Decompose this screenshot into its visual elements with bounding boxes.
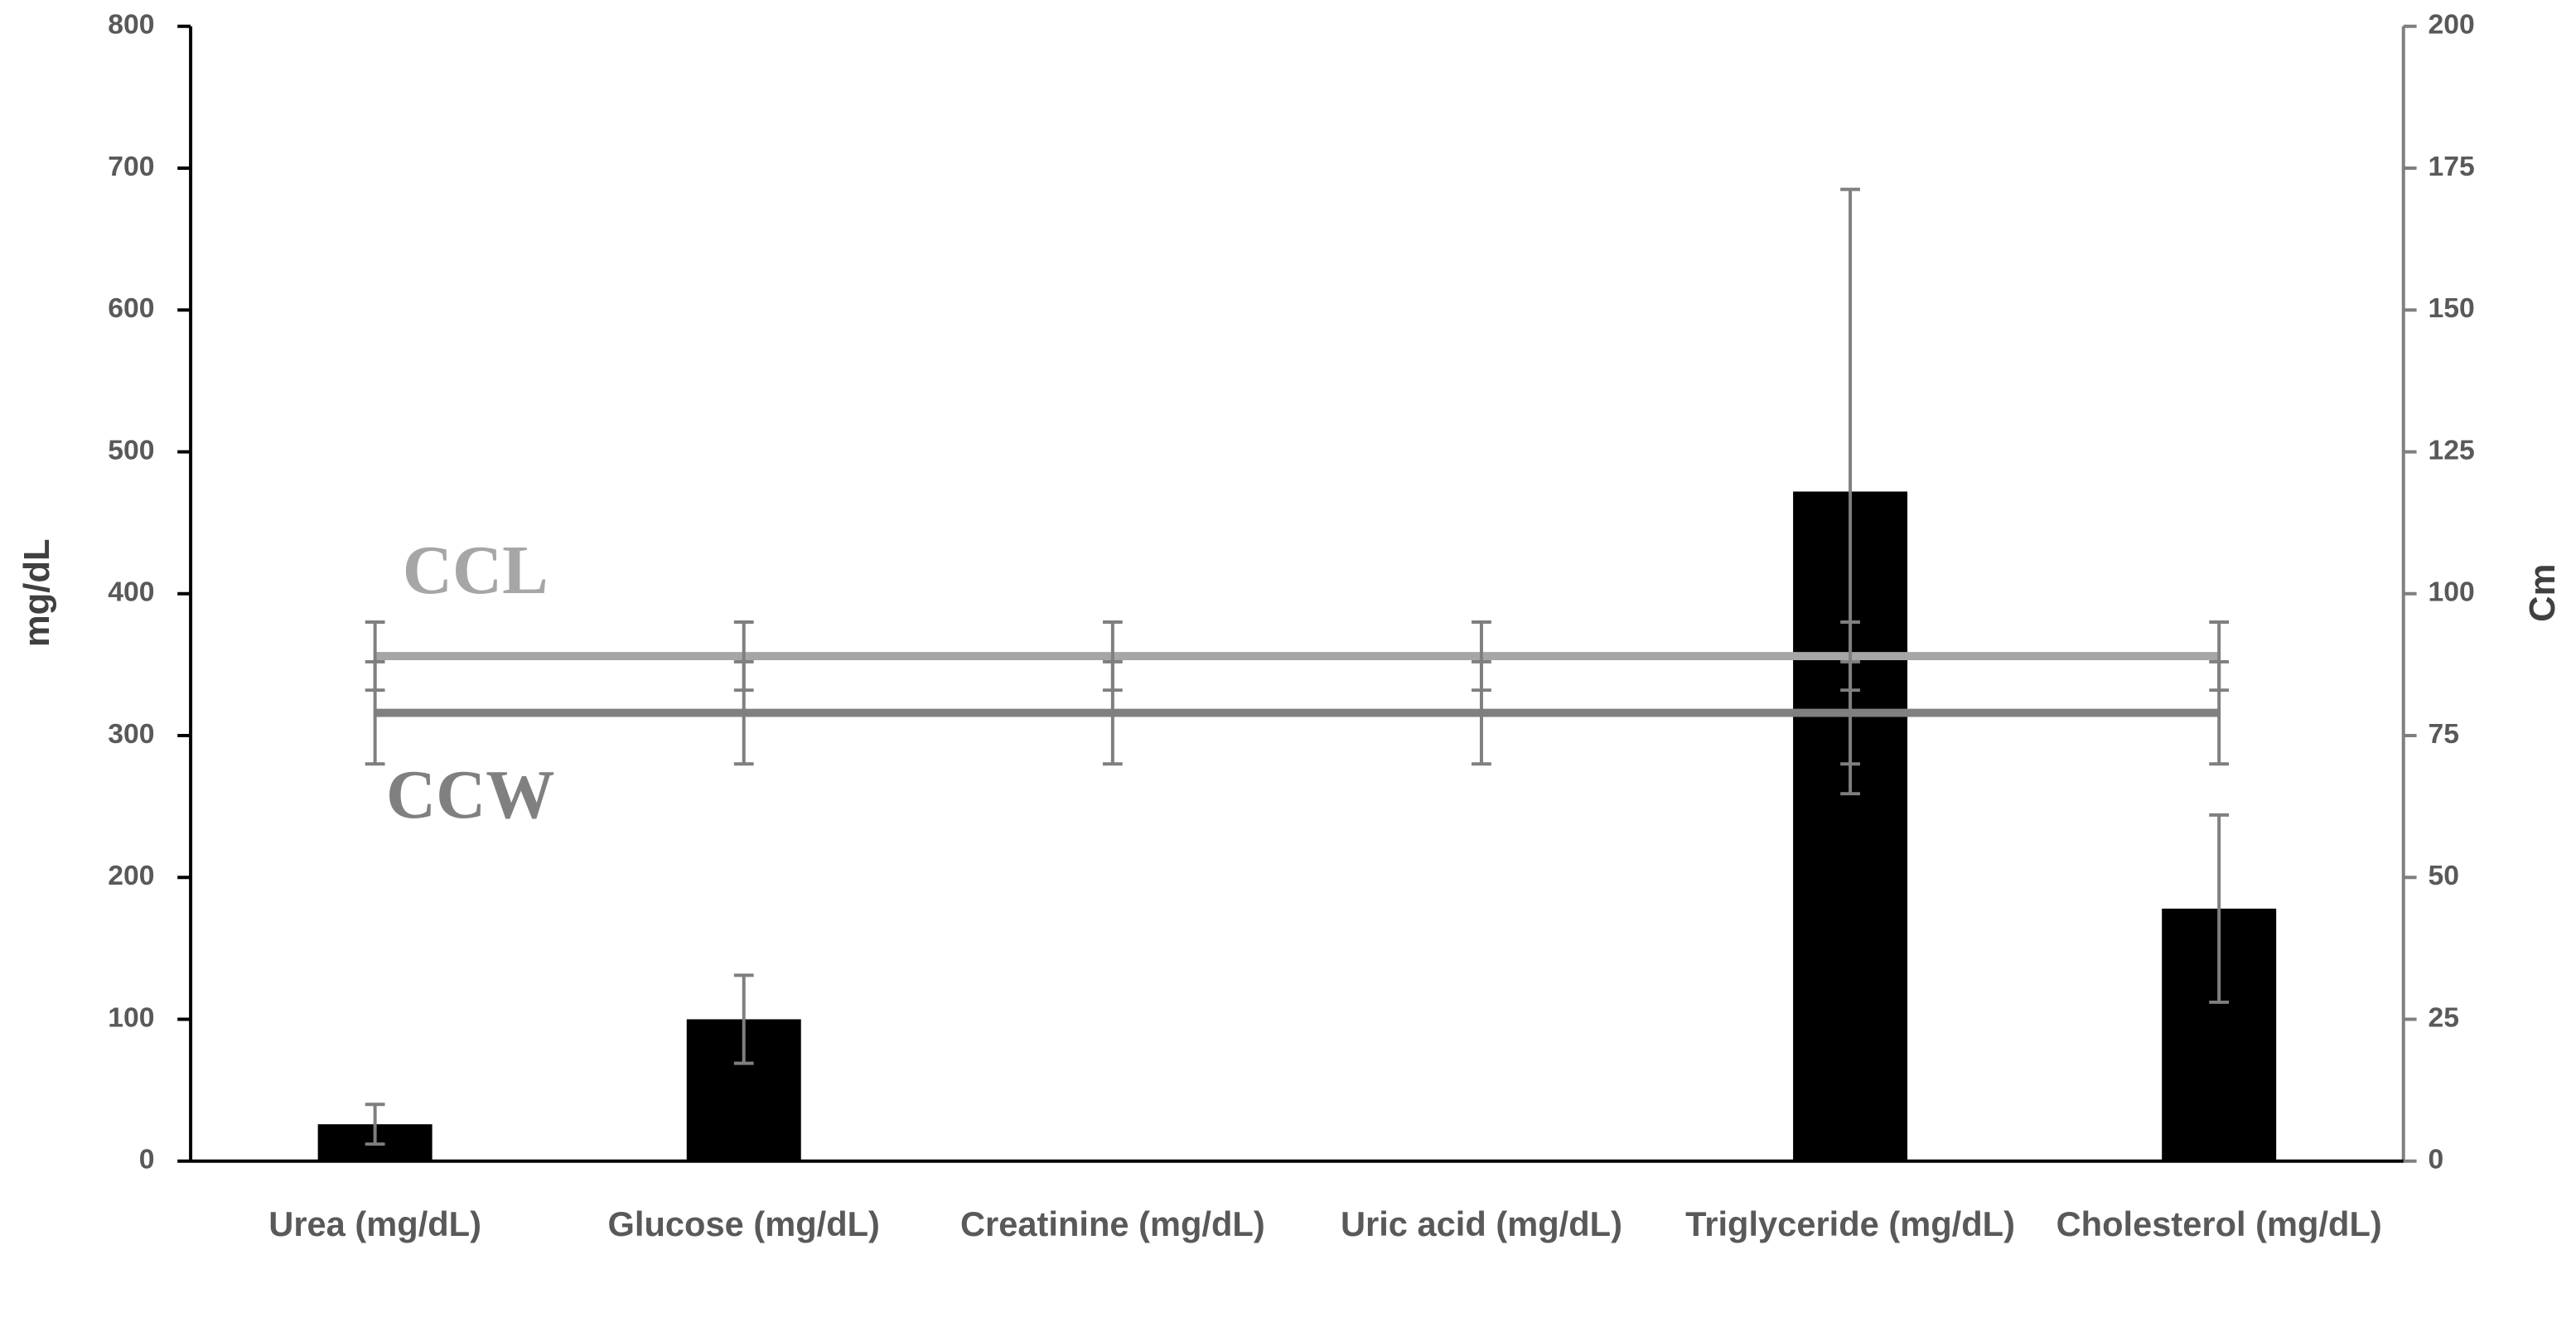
y2-axis-label: Cm (2523, 564, 2563, 622)
error-bar (1840, 659, 1860, 766)
series-label: CCL (403, 533, 549, 609)
y2-tick-label: 100 (2428, 577, 2474, 608)
x-tick-label: Uric acid (mg/dL) (1341, 1204, 1622, 1243)
y-tick-label: 300 (108, 718, 154, 750)
y2-tick-label: 75 (2428, 718, 2458, 750)
y-axis-label: mg/dL (17, 538, 57, 647)
series-label: CCW (386, 757, 555, 833)
y2-tick-label: 200 (2428, 9, 2474, 41)
y2-tick-label: 50 (2428, 860, 2458, 891)
error-bar (365, 659, 385, 766)
y2-tick-label: 25 (2428, 1001, 2458, 1033)
y2-tick-label: 175 (2428, 151, 2474, 182)
y-tick-label: 400 (108, 577, 154, 608)
y-tick-label: 800 (108, 9, 154, 41)
error-bar (2209, 659, 2230, 766)
y2-tick-label: 150 (2428, 292, 2474, 324)
y-tick-label: 100 (108, 1001, 154, 1033)
y-tick-label: 200 (108, 860, 154, 891)
y-tick-label: 700 (108, 151, 154, 182)
x-tick-label: Triglyceride (mg/dL) (1685, 1204, 2015, 1243)
error-bar (733, 659, 754, 766)
error-bar (1102, 659, 1123, 766)
y2-tick-label: 125 (2428, 434, 2474, 466)
error-bar (365, 1103, 385, 1146)
y2-tick-label: 0 (2428, 1144, 2443, 1175)
error-bar (733, 973, 754, 1065)
y-tick-label: 0 (139, 1144, 155, 1175)
y-tick-label: 600 (108, 292, 154, 324)
x-tick-label: Glucose (mg/dL) (608, 1204, 880, 1243)
x-tick-label: Creatinine (mg/dL) (960, 1204, 1265, 1243)
x-tick-label: Urea (mg/dL) (268, 1204, 481, 1243)
x-tick-label: Cholesterol (mg/dL) (2056, 1204, 2382, 1243)
error-bar (1472, 659, 1491, 766)
y-tick-label: 500 (108, 434, 154, 466)
error-bar (2209, 813, 2230, 1004)
